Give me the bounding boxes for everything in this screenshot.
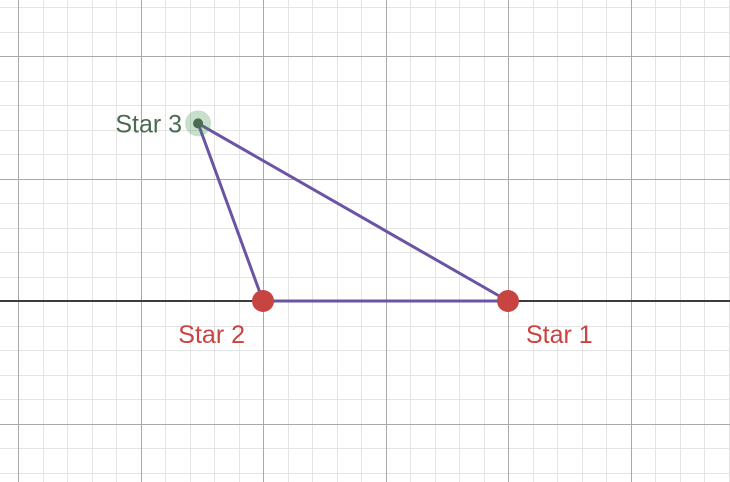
star-3-point[interactable] [185,110,212,137]
triangle-edge-star2-star3 [196,121,265,303]
triangle-edge-star3-star1 [196,121,510,303]
star-3-dot[interactable] [193,118,204,129]
triangle [196,121,510,303]
star-2-label: Star 2 [178,321,245,349]
point-labels: Star 1 Star 2 Star 3 [115,110,592,349]
star-1-dot[interactable] [497,290,519,312]
star-3-label: Star 3 [115,110,182,138]
star-2-point[interactable] [252,290,274,312]
star-2-dot[interactable] [252,290,274,312]
points [185,110,519,312]
star-1-label: Star 1 [526,321,593,349]
star-1-point[interactable] [497,290,519,312]
